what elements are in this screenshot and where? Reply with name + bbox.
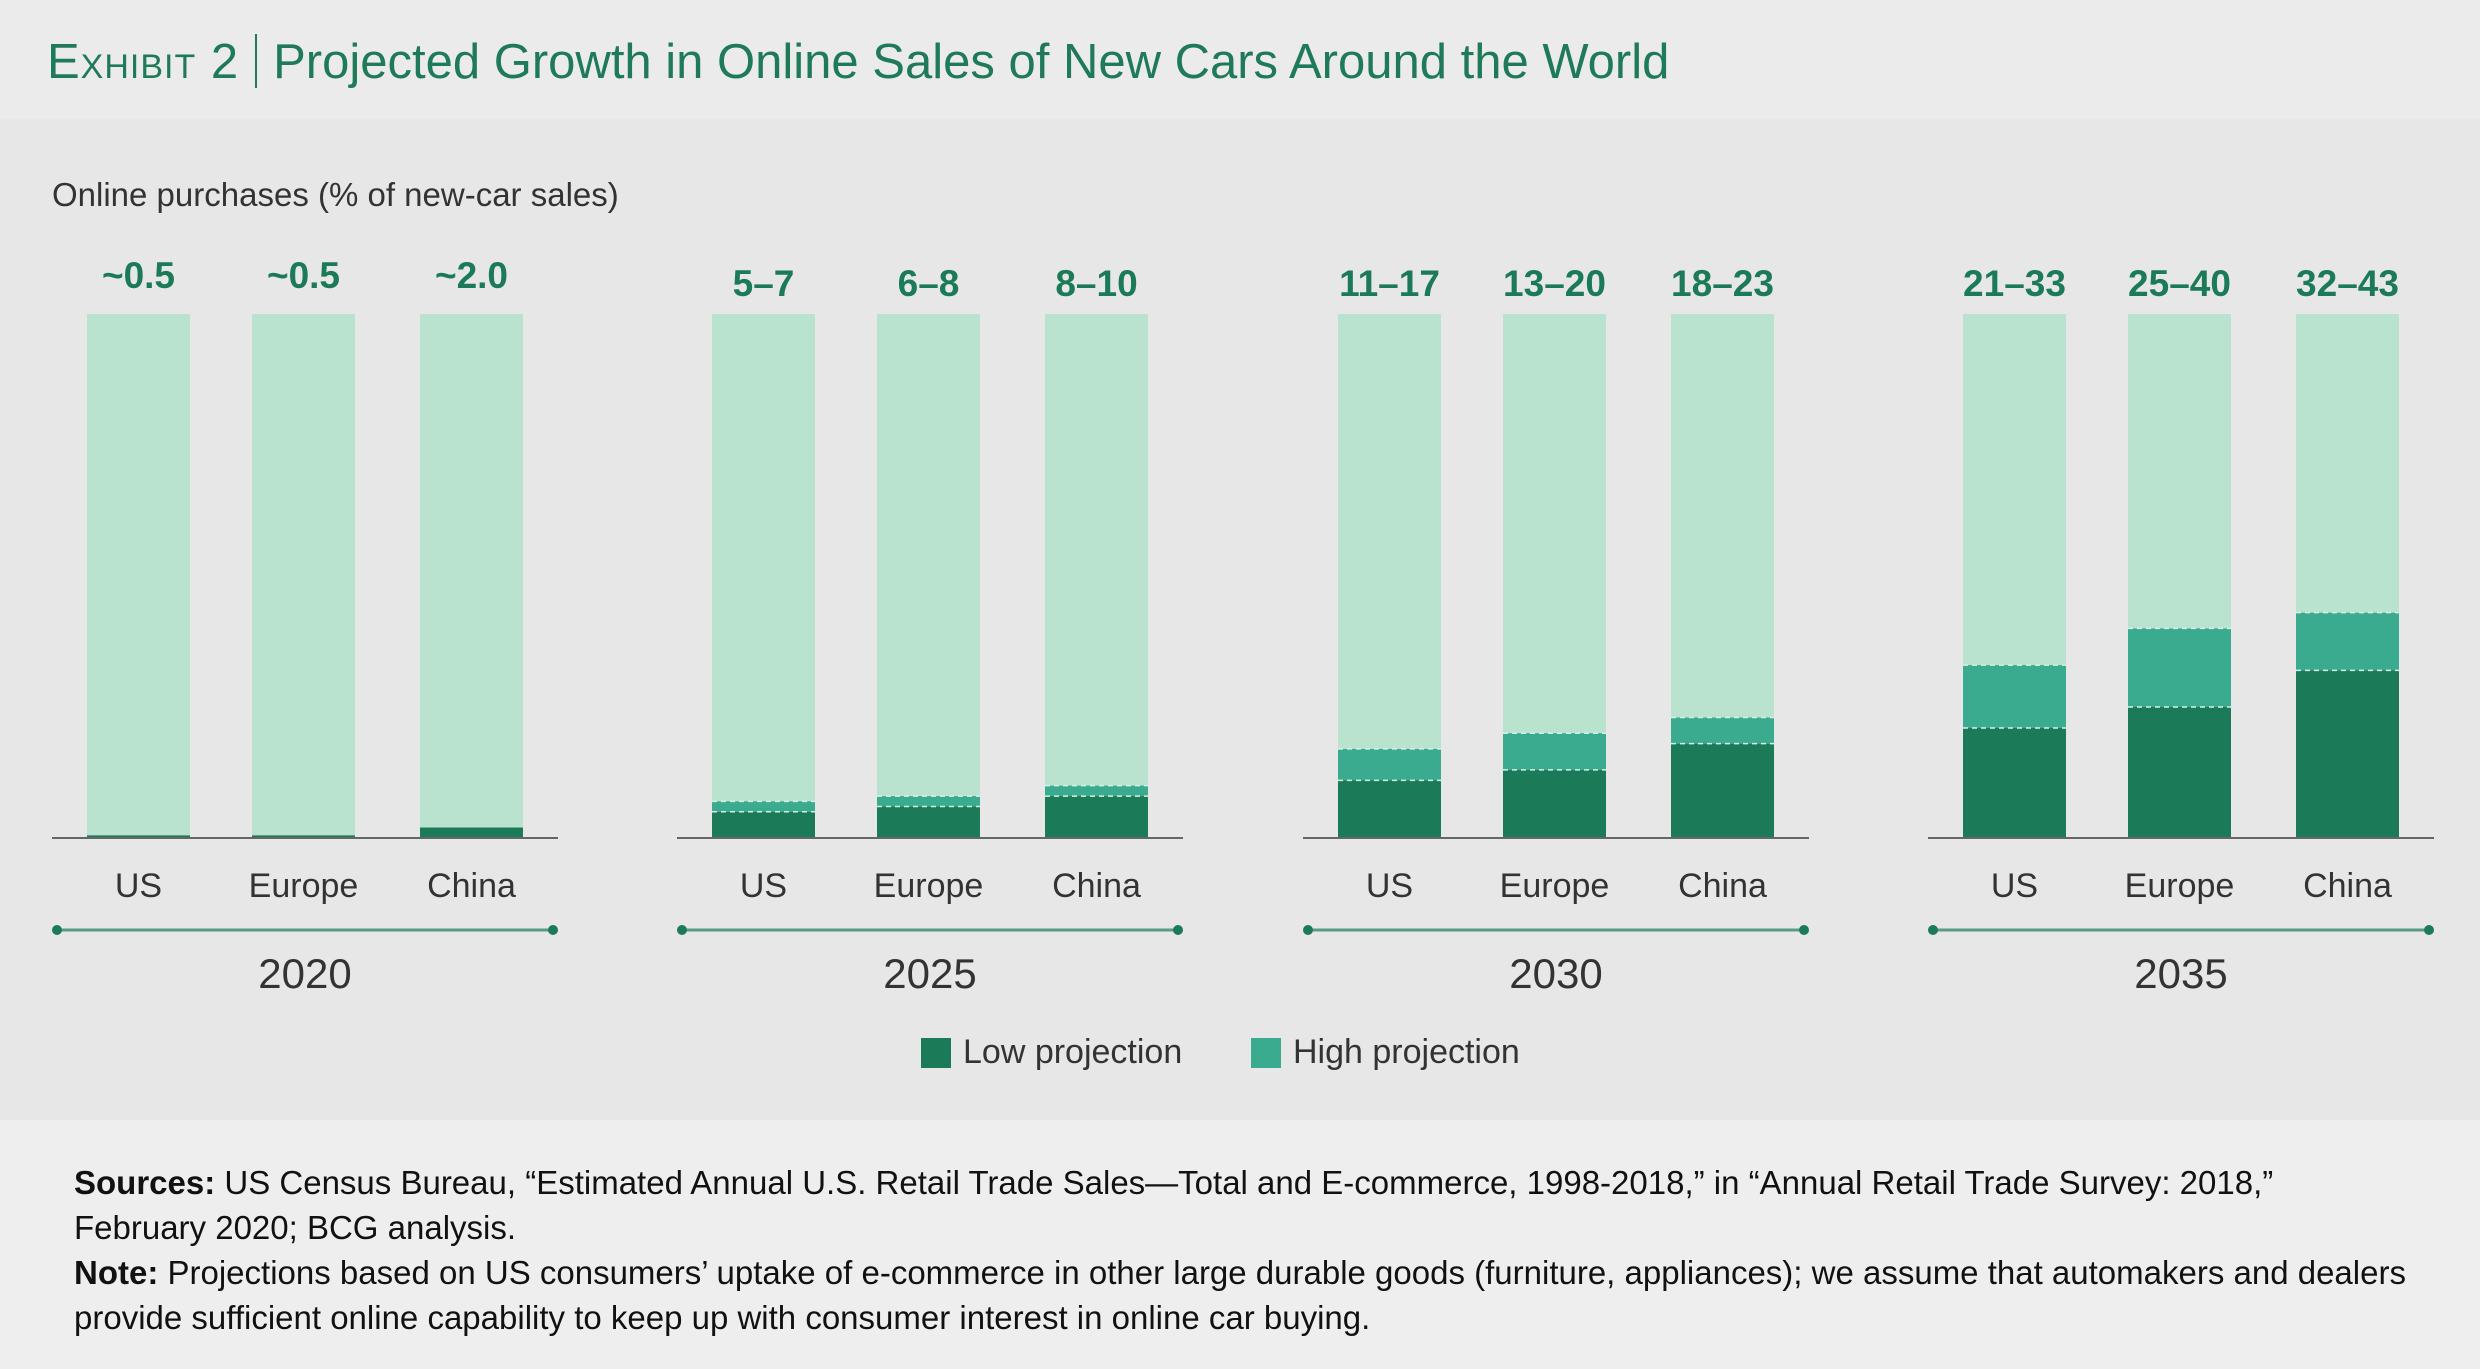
category-tick-label: China (1052, 867, 1141, 905)
legend-swatch-high (1251, 1037, 1281, 1068)
bar-remainder (252, 314, 355, 838)
category-tick-label: US (1366, 867, 1413, 905)
year-label: 2035 (2134, 950, 2227, 997)
title-separator (255, 34, 258, 88)
data-label: 5–7 (733, 263, 795, 304)
bar-high-projection (877, 796, 980, 807)
data-label: 18–23 (1671, 263, 1774, 304)
category-tick-label: US (115, 867, 162, 905)
bar-low-projection (877, 806, 980, 838)
bar-high-projection (2128, 628, 2231, 707)
year-label: 2025 (883, 950, 976, 997)
footer-text: Sources: US Census Bureau, “Estimated An… (74, 1160, 2414, 1340)
bar-low-projection (1503, 769, 1606, 838)
year-bracket-dot (52, 925, 62, 935)
data-label: ~0.5 (267, 255, 340, 296)
legend: Low projection High projection (0, 1033, 2480, 1073)
title-text: Projected Growth in Online Sales of New … (273, 35, 1670, 89)
category-tick-label: China (427, 867, 516, 905)
category-tick-label: Europe (874, 867, 984, 905)
data-label: 8–10 (1055, 263, 1137, 304)
bar-high-projection (1671, 717, 1774, 744)
bar-low-projection (1963, 727, 2066, 838)
bar-low-projection (1045, 796, 1148, 838)
bar-remainder (1045, 314, 1148, 838)
bar-low-projection (1671, 743, 1774, 838)
bar-low-projection (420, 827, 523, 838)
legend-item-low: Low projection (921, 1033, 1182, 1072)
legend-swatch-low (921, 1037, 951, 1068)
year-bracket-dot (1303, 925, 1313, 935)
category-tick-label: US (1991, 867, 2038, 905)
y-axis-label: Online purchases (% of new-car sales) (52, 176, 619, 213)
exhibit-title: Exhibit 2 Projected Growth in Online Sale… (47, 34, 1669, 90)
bar-high-projection (1338, 748, 1441, 781)
category-tick-label: Europe (2125, 867, 2235, 905)
note: Note: Projections based on US consumers’… (74, 1250, 2414, 1340)
data-label: ~2.0 (435, 255, 508, 296)
note-text: Projections based on US consumers’ uptak… (74, 1254, 2406, 1336)
category-tick-label: China (1678, 867, 1767, 905)
bar-remainder (877, 314, 980, 838)
bar-high-projection (1045, 785, 1148, 797)
data-label: 25–40 (2128, 263, 2231, 304)
category-tick-label: Europe (1500, 867, 1610, 905)
bar-low-projection (87, 835, 190, 838)
bar-low-projection (712, 811, 815, 838)
year-bracket-dot (548, 925, 558, 935)
data-label: ~0.5 (102, 255, 175, 296)
category-tick-label: US (740, 867, 787, 905)
sources-text: US Census Bureau, “Estimated Annual U.S.… (74, 1164, 2274, 1246)
year-bracket-dot (677, 925, 687, 935)
bar-low-projection (1338, 780, 1441, 838)
data-label: 13–20 (1503, 263, 1606, 304)
year-bracket-dot (1173, 925, 1183, 935)
sources: Sources: US Census Bureau, “Estimated An… (74, 1160, 2414, 1250)
bar-high-projection (712, 801, 815, 812)
year-label: 2030 (1509, 950, 1602, 997)
data-label: 32–43 (2296, 263, 2399, 304)
legend-label-high: High projection (1293, 1033, 1520, 1071)
year-bracket-dot (2424, 925, 2434, 935)
bar-low-projection (252, 835, 355, 838)
exhibit-number: Exhibit 2 (47, 35, 240, 89)
category-tick-label: Europe (249, 867, 359, 905)
header-band: Exhibit 2 Projected Growth in Online Sale… (0, 0, 2480, 119)
bar-high-projection (2296, 612, 2399, 671)
legend-item-high: High projection (1251, 1033, 1520, 1072)
data-label: 6–8 (898, 263, 960, 304)
bar-remainder (87, 314, 190, 838)
year-label: 2020 (258, 950, 351, 997)
category-tick-label: China (2303, 867, 2392, 905)
data-label: 21–33 (1963, 263, 2066, 304)
bar-remainder (420, 314, 523, 838)
footer: Sources: US Census Bureau, “Estimated An… (0, 1120, 2480, 1369)
bar-low-projection (2296, 670, 2399, 838)
year-bracket-dot (1799, 925, 1809, 935)
bar-high-projection (1503, 733, 1606, 770)
bar-remainder (712, 314, 815, 838)
legend-label-low: Low projection (963, 1033, 1183, 1071)
data-label: 11–17 (1339, 263, 1440, 304)
note-label: Note: (74, 1254, 159, 1291)
year-bracket-dot (1928, 925, 1938, 935)
sources-label: Sources: (74, 1164, 216, 1201)
bar-high-projection (1963, 665, 2066, 728)
bar-low-projection (2128, 707, 2231, 838)
